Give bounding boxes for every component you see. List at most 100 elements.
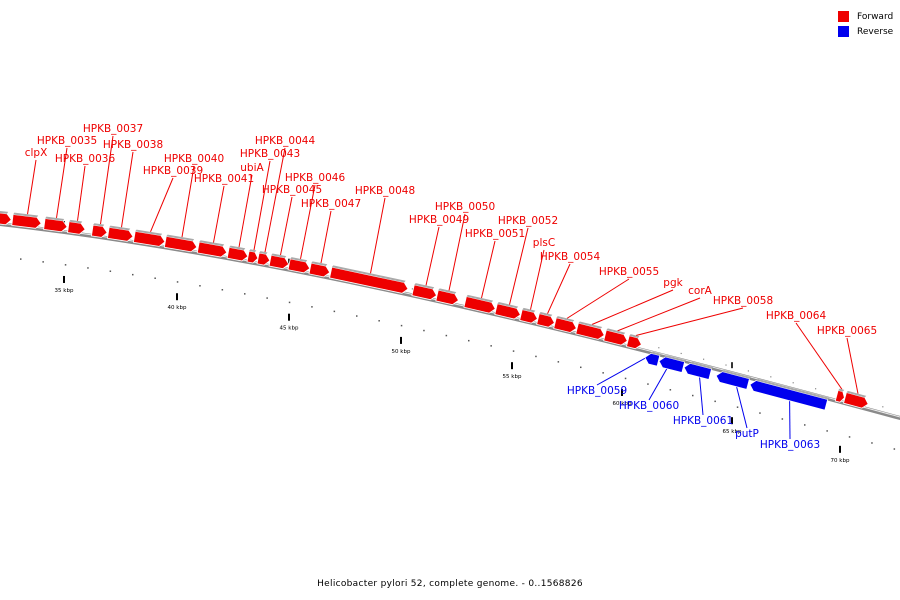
- leader-line: [795, 322, 843, 390]
- label-leader-lines: [27, 135, 859, 440]
- minor-tick: [356, 315, 358, 317]
- minor-tick: [288, 301, 291, 304]
- gene-arrow-bevel: [311, 261, 328, 267]
- minor-tick-inner: [703, 358, 705, 360]
- leader-line: [300, 184, 316, 260]
- minor-tick: [624, 377, 627, 380]
- gene-HPKB_0039: [132, 229, 166, 247]
- gene-label: HPKB_0050: [435, 201, 495, 213]
- gene-arrow-bevel: [414, 283, 435, 289]
- gene-arrow-bevel: [629, 334, 640, 338]
- gene-HPKB_0058: [626, 334, 642, 350]
- gene-HPKB_0059: [644, 351, 662, 367]
- gene-HPKB_0044: [256, 251, 271, 266]
- gene-arrow-bevel: [166, 234, 195, 241]
- gene-arrow-bevel: [539, 311, 553, 317]
- gene-label: HPKB_0037: [83, 123, 143, 135]
- gene-arrow: [91, 224, 108, 238]
- gene-arrow-bevel: [438, 288, 457, 294]
- gene-arrow: [308, 262, 331, 278]
- minor-tick: [154, 277, 156, 279]
- gene-arrow-bevel: [838, 388, 845, 392]
- gene-arrow-bevel: [497, 301, 519, 309]
- leader-line: [591, 289, 674, 325]
- minor-tick: [221, 289, 224, 291]
- gene-HPKB_0043: [246, 249, 259, 264]
- gene-label: HPKB_0038: [103, 139, 163, 151]
- tick-label: 35 kbp: [55, 288, 74, 294]
- gene-label: HPKB_0044: [255, 135, 316, 147]
- legend-reverse: Reverse: [838, 24, 893, 39]
- gene-arrow-bevel: [606, 328, 626, 335]
- gene-arrow-bevel: [271, 253, 287, 258]
- legend-reverse-swatch: [838, 26, 849, 37]
- gene-label: HPKB_0040: [164, 153, 224, 165]
- minor-tick: [378, 320, 380, 322]
- gene-label: HPKB_0049: [409, 214, 469, 226]
- gene-arrow: [463, 296, 496, 314]
- gene-label: corA: [688, 285, 713, 297]
- gene-label: HPKB_0054: [540, 251, 601, 263]
- legend-reverse-label: Reverse: [857, 26, 894, 37]
- minor-tick: [512, 350, 515, 352]
- gene-arrow-bevel: [249, 249, 257, 253]
- tick-label: 60 kbp: [613, 401, 632, 407]
- minor-ticks: [20, 220, 896, 450]
- gene-arrow-bevel: [578, 321, 603, 329]
- leader-line: [509, 227, 529, 305]
- gene-label: pgk: [663, 277, 683, 289]
- minor-tick: [759, 412, 761, 414]
- minor-tick: [445, 334, 448, 337]
- leader-line: [213, 185, 225, 243]
- tick-label: 40 kbp: [168, 305, 187, 311]
- gene-arrow-bevel: [651, 351, 662, 356]
- gene-arrow: [0, 211, 12, 226]
- gene-arrow: [658, 356, 686, 374]
- minor-tick: [199, 285, 201, 287]
- gene-label: HPKB_0052: [498, 215, 558, 227]
- gene-HPKB_0045: [268, 253, 290, 270]
- minor-tick: [692, 394, 694, 397]
- gene-HPKB_0063: [749, 378, 830, 411]
- minor-tick: [400, 324, 403, 327]
- gene-arrow: [715, 371, 750, 390]
- leader-line: [264, 147, 286, 253]
- gene-arrow: [553, 317, 577, 333]
- gene-arrow: [11, 214, 42, 229]
- leader-line: [150, 177, 174, 233]
- gene-label: HPKB_0060: [619, 400, 679, 412]
- gene-label: HPKB_0043: [240, 148, 300, 160]
- minor-tick: [826, 430, 828, 432]
- minor-tick-inner: [882, 406, 884, 408]
- gene-label: HPKB_0065: [817, 325, 877, 337]
- gene-HPKB_0051: [463, 294, 496, 314]
- gene-arrow: [226, 246, 249, 262]
- legend-forward: Forward: [838, 9, 893, 24]
- gene-plsC: [519, 307, 539, 324]
- leader-line: [121, 151, 134, 228]
- gene-arrow-bevel: [331, 265, 406, 283]
- minor-tick: [109, 270, 112, 272]
- gene-arrow: [519, 309, 539, 324]
- gene-arrow-bevel: [690, 361, 714, 369]
- gene-arrow-bevel: [229, 245, 246, 251]
- minor-tick: [535, 355, 537, 358]
- gene-arrow: [132, 230, 166, 247]
- minor-tick-inner: [658, 347, 660, 349]
- leader-line: [547, 263, 571, 314]
- minor-tick: [64, 264, 67, 266]
- minor-tick: [602, 372, 604, 374]
- leader-line: [181, 165, 195, 238]
- gene-HPKB_0065: [843, 390, 869, 409]
- legend-forward-label: Forward: [857, 11, 894, 22]
- gene-arrow: [268, 254, 290, 270]
- gene-arrow: [843, 392, 869, 409]
- legend: Forward Reverse: [838, 9, 893, 39]
- gene-clpX: [11, 212, 42, 229]
- tick-label: 45 kbp: [280, 326, 299, 332]
- gene-HPKB_0041: [196, 240, 228, 258]
- minor-tick: [714, 400, 716, 403]
- gene-HPKB_0046: [287, 257, 311, 274]
